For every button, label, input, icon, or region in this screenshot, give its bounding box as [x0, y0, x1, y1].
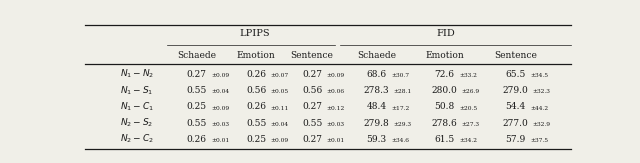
Text: 279.8: 279.8 [364, 119, 390, 128]
Text: 0.55: 0.55 [246, 119, 266, 128]
Text: ±37.5: ±37.5 [530, 138, 548, 143]
Text: 0.27: 0.27 [187, 70, 207, 79]
Text: ±0.04: ±0.04 [211, 89, 229, 95]
Text: 0.27: 0.27 [302, 70, 322, 79]
Text: 0.56: 0.56 [246, 86, 266, 95]
Text: FID: FID [436, 30, 456, 38]
Text: ±0.01: ±0.01 [326, 138, 345, 143]
Text: $N_1-N_2$: $N_1-N_2$ [120, 68, 154, 80]
Text: $N_1-S_1$: $N_1-S_1$ [120, 84, 154, 97]
Text: ±0.05: ±0.05 [271, 89, 289, 95]
Text: 54.4: 54.4 [506, 102, 525, 111]
Text: Sentence: Sentence [494, 51, 537, 60]
Text: ±32.3: ±32.3 [532, 89, 550, 95]
Text: 0.26: 0.26 [246, 102, 266, 111]
Text: 72.6: 72.6 [435, 70, 454, 79]
Text: 0.55: 0.55 [186, 86, 207, 95]
Text: 0.25: 0.25 [246, 134, 266, 144]
Text: 48.4: 48.4 [367, 102, 387, 111]
Text: ±28.1: ±28.1 [394, 89, 412, 95]
Text: 278.3: 278.3 [364, 86, 389, 95]
Text: Sentence: Sentence [291, 51, 333, 60]
Text: 0.26: 0.26 [246, 70, 266, 79]
Text: $N_2-C_2$: $N_2-C_2$ [120, 133, 154, 145]
Text: 278.6: 278.6 [432, 119, 458, 128]
Text: ±44.2: ±44.2 [530, 106, 548, 111]
Text: Schaede: Schaede [357, 51, 396, 60]
Text: ±0.11: ±0.11 [271, 106, 289, 111]
Text: ±20.5: ±20.5 [459, 106, 477, 111]
Text: ±0.09: ±0.09 [211, 73, 229, 78]
Text: ±0.04: ±0.04 [271, 122, 289, 127]
Text: 57.9: 57.9 [506, 134, 525, 144]
Text: ±29.3: ±29.3 [394, 122, 412, 127]
Text: Schaede: Schaede [177, 51, 216, 60]
Text: $N_2-S_2$: $N_2-S_2$ [120, 117, 154, 129]
Text: 50.8: 50.8 [435, 102, 454, 111]
Text: 0.26: 0.26 [187, 134, 207, 144]
Text: ±33.2: ±33.2 [459, 73, 477, 78]
Text: ±27.3: ±27.3 [461, 122, 479, 127]
Text: Emotion: Emotion [237, 51, 275, 60]
Text: ±26.9: ±26.9 [461, 89, 480, 95]
Text: ±0.07: ±0.07 [271, 73, 289, 78]
Text: 0.25: 0.25 [186, 102, 207, 111]
Text: ±17.2: ±17.2 [391, 106, 409, 111]
Text: 0.27: 0.27 [302, 134, 322, 144]
Text: 68.6: 68.6 [367, 70, 387, 79]
Text: ±0.12: ±0.12 [326, 106, 345, 111]
Text: ±0.03: ±0.03 [326, 122, 344, 127]
Text: 277.0: 277.0 [502, 119, 529, 128]
Text: 61.5: 61.5 [435, 134, 454, 144]
Text: LPIPS: LPIPS [239, 30, 269, 38]
Text: 280.0: 280.0 [432, 86, 458, 95]
Text: ±34.2: ±34.2 [459, 138, 477, 143]
Text: ±0.06: ±0.06 [326, 89, 344, 95]
Text: ±0.09: ±0.09 [211, 106, 229, 111]
Text: 0.27: 0.27 [302, 102, 322, 111]
Text: ±34.6: ±34.6 [391, 138, 409, 143]
Text: Emotion: Emotion [425, 51, 464, 60]
Text: ±0.03: ±0.03 [211, 122, 229, 127]
Text: ±30.7: ±30.7 [391, 73, 409, 78]
Text: ±0.09: ±0.09 [271, 138, 289, 143]
Text: 65.5: 65.5 [506, 70, 525, 79]
Text: ±0.09: ±0.09 [326, 73, 344, 78]
Text: ±34.5: ±34.5 [530, 73, 548, 78]
Text: 0.55: 0.55 [186, 119, 207, 128]
Text: 0.55: 0.55 [302, 119, 323, 128]
Text: 0.56: 0.56 [302, 86, 323, 95]
Text: $N_1-C_1$: $N_1-C_1$ [120, 101, 154, 113]
Text: 59.3: 59.3 [367, 134, 387, 144]
Text: ±32.9: ±32.9 [532, 122, 550, 127]
Text: ±0.01: ±0.01 [211, 138, 229, 143]
Text: 279.0: 279.0 [502, 86, 529, 95]
